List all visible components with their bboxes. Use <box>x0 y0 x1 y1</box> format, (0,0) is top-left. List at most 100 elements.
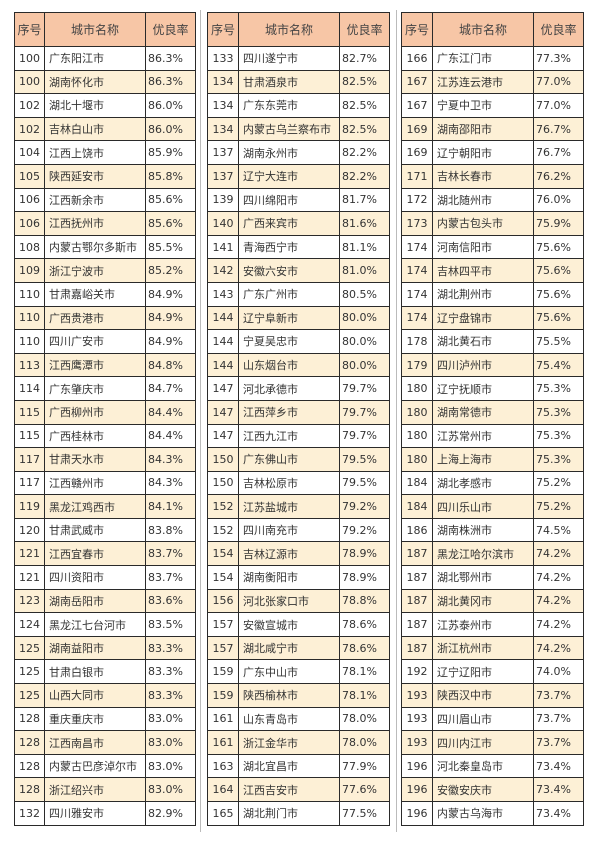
cell-name: 江西鹰潭市 <box>44 352 146 378</box>
cell-seq: 192 <box>401 659 433 685</box>
cell-rate: 82.7% <box>339 46 390 71</box>
cell-rate: 84.1% <box>145 494 196 519</box>
ranking-table-3: 序号 城市名称 优良率 166 广东江门市 77.3% 167 江苏连云港市 77.0% 1… <box>401 12 584 826</box>
table-row: 186 湖南株洲市 74.5% <box>401 517 584 543</box>
cell-seq: 184 <box>401 470 433 496</box>
cell-rate: 75.6% <box>533 234 584 260</box>
cell-seq: 156 <box>207 588 239 614</box>
cell-name: 陕西汉中市 <box>432 683 534 708</box>
cell-name: 甘肃武威市 <box>44 517 146 543</box>
table-row: 128 浙江绍兴市 83.0% <box>14 777 196 802</box>
header-seq: 序号 <box>14 12 45 47</box>
cell-rate: 78.6% <box>339 612 390 637</box>
table-row: 163 湖北宜昌市 77.9% <box>207 753 390 779</box>
cell-seq: 193 <box>401 683 433 708</box>
cell-name: 陕西延安市 <box>44 163 146 189</box>
table-row: 113 江西鹰潭市 84.8% <box>14 352 196 378</box>
cell-rate: 77.9% <box>339 753 390 779</box>
cell-seq: 133 <box>207 46 239 71</box>
cell-rate: 78.8% <box>339 588 390 614</box>
table-row: 109 浙江宁波市 85.2% <box>14 258 196 283</box>
cell-rate: 74.2% <box>533 588 584 614</box>
cell-seq: 134 <box>207 69 239 95</box>
cell-rate: 84.9% <box>145 305 196 331</box>
cell-seq: 154 <box>207 541 239 567</box>
cell-seq: 125 <box>14 683 45 708</box>
table-row: 121 四川资阳市 83.7% <box>14 565 196 590</box>
cell-seq: 125 <box>14 659 45 685</box>
cell-rate: 82.9% <box>145 801 196 826</box>
cell-name: 江西吉安市 <box>238 777 340 802</box>
cell-rate: 73.7% <box>533 730 584 755</box>
cell-seq: 196 <box>401 753 433 779</box>
cell-seq: 193 <box>401 730 433 755</box>
table-row: 174 河南信阳市 75.6% <box>401 234 584 260</box>
table-row: 106 江西抚州市 85.6% <box>14 211 196 236</box>
table-row: 134 内蒙古乌兰察布市 82.5% <box>207 116 390 142</box>
cell-seq: 164 <box>207 777 239 802</box>
cell-name: 甘肃酒泉市 <box>238 69 340 95</box>
cell-rate: 74.2% <box>533 612 584 637</box>
cell-name: 浙江杭州市 <box>432 635 534 661</box>
ranking-table-2: 序号 城市名称 优良率 133 四川遂宁市 82.7% 134 甘肃酒泉市 82.5% 13… <box>207 12 390 826</box>
table-row: 117 甘肃天水市 84.3% <box>14 447 196 472</box>
cell-rate: 85.2% <box>145 258 196 283</box>
cell-name: 吉林长春市 <box>432 163 534 189</box>
cell-seq: 165 <box>207 801 239 826</box>
divider <box>200 10 201 832</box>
cell-seq: 179 <box>401 352 433 378</box>
cell-rate: 79.5% <box>339 447 390 472</box>
table-row: 128 内蒙古巴彦淖尔市 83.0% <box>14 753 196 779</box>
cell-seq: 134 <box>207 93 239 118</box>
cell-name: 黑龙江七台河市 <box>44 612 146 637</box>
cell-rate: 82.5% <box>339 93 390 118</box>
cell-rate: 86.3% <box>145 46 196 71</box>
cell-rate: 80.5% <box>339 281 390 307</box>
cell-rate: 73.4% <box>533 753 584 779</box>
cell-rate: 78.1% <box>339 659 390 685</box>
cell-rate: 83.0% <box>145 777 196 802</box>
cell-name: 江西九江市 <box>238 423 340 449</box>
table-row: 141 青海西宁市 81.1% <box>207 234 390 260</box>
cell-name: 湖北鄂州市 <box>432 565 534 590</box>
cell-rate: 84.4% <box>145 399 196 425</box>
cell-seq: 196 <box>401 801 433 826</box>
cell-seq: 110 <box>14 281 45 307</box>
cell-rate: 83.7% <box>145 541 196 567</box>
cell-rate: 75.2% <box>533 470 584 496</box>
table-row: 134 甘肃酒泉市 82.5% <box>207 69 390 95</box>
cell-name: 江西赣州市 <box>44 470 146 496</box>
cell-seq: 117 <box>14 470 45 496</box>
cell-seq: 100 <box>14 46 45 71</box>
cell-seq: 139 <box>207 187 239 213</box>
table-row: 123 湖南岳阳市 83.6% <box>14 588 196 614</box>
cell-seq: 109 <box>14 258 45 283</box>
header-row: 序号 城市名称 优良率 <box>14 12 196 47</box>
cell-name: 湖北黄石市 <box>432 329 534 354</box>
cell-seq: 154 <box>207 565 239 590</box>
cell-rate: 73.7% <box>533 683 584 708</box>
cell-seq: 174 <box>401 234 433 260</box>
divider <box>396 10 397 832</box>
cell-rate: 80.0% <box>339 329 390 354</box>
cell-rate: 73.4% <box>533 777 584 802</box>
cell-seq: 169 <box>401 140 433 165</box>
header-rate: 优良率 <box>339 12 390 47</box>
cell-name: 四川乐山市 <box>432 494 534 519</box>
cell-seq: 115 <box>14 423 45 449</box>
cell-name: 河北张家口市 <box>238 588 340 614</box>
table-row: 125 湖南益阳市 83.3% <box>14 635 196 661</box>
cell-name: 江西宜春市 <box>44 541 146 567</box>
table-row: 184 湖北孝感市 75.2% <box>401 470 584 496</box>
table-row: 171 吉林长春市 76.2% <box>401 163 584 189</box>
cell-name: 江西南昌市 <box>44 730 146 755</box>
cell-seq: 128 <box>14 753 45 779</box>
cell-name: 内蒙古乌海市 <box>432 801 534 826</box>
table-row: 180 江苏常州市 75.3% <box>401 423 584 449</box>
cell-seq: 144 <box>207 329 239 354</box>
cell-name: 内蒙古包头市 <box>432 211 534 236</box>
cell-rate: 75.3% <box>533 447 584 472</box>
cell-name: 安徽安庆市 <box>432 777 534 802</box>
cell-seq: 157 <box>207 635 239 661</box>
cell-seq: 143 <box>207 281 239 307</box>
